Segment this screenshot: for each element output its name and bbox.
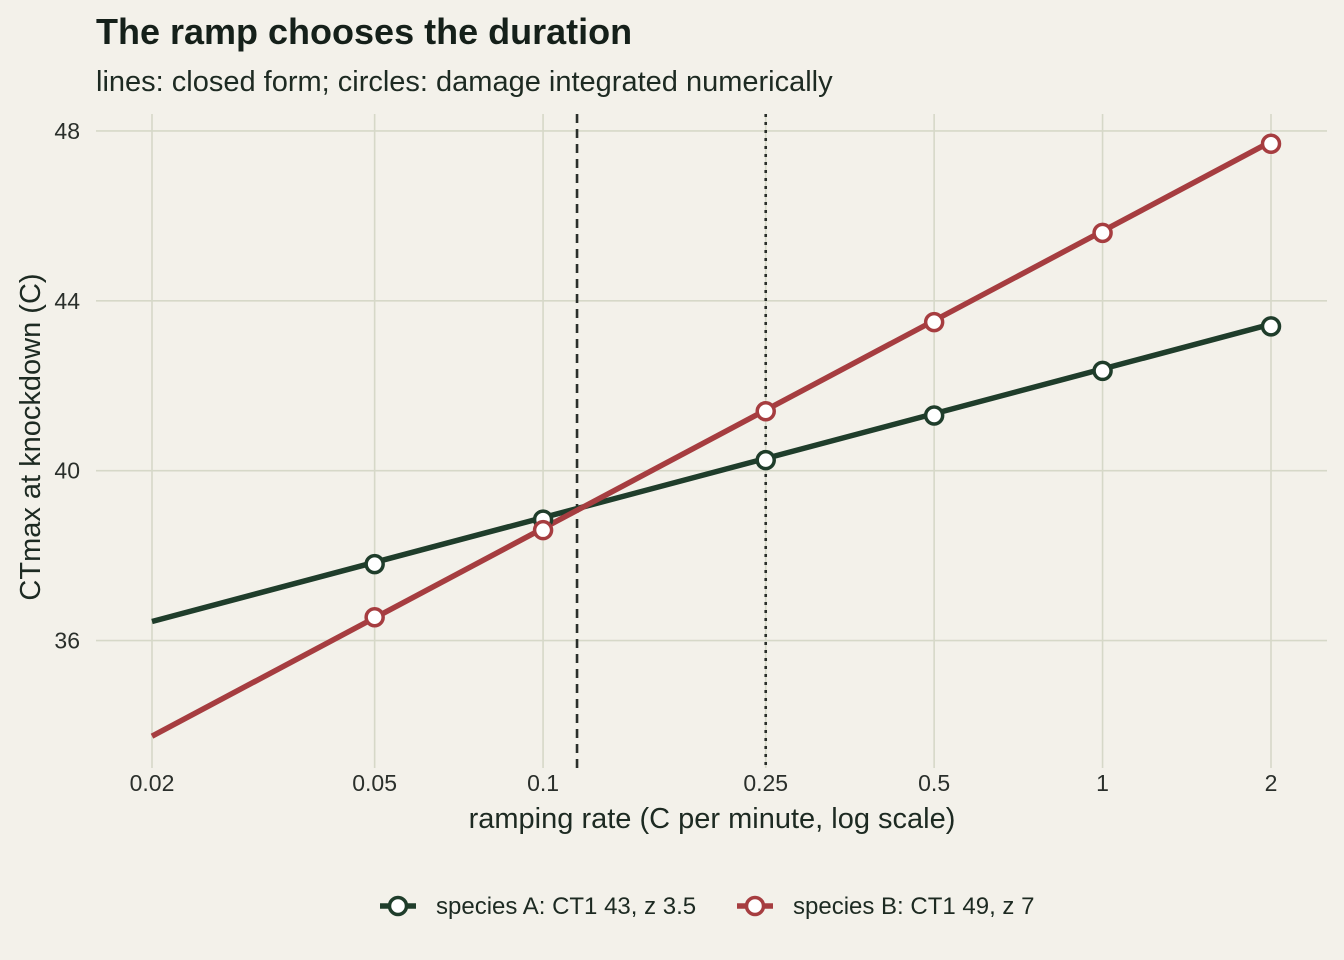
y-tick-label: 36 [54,628,80,654]
x-axis-title: ramping rate (C per minute, log scale) [469,803,956,835]
legend-key-marker-1 [387,895,409,917]
x-tick-label: 2 [1265,770,1278,796]
series-point-1 [364,553,385,575]
legend: species A: CT1 43, z 3.5 species B: CT1 4… [380,893,1034,920]
legend-key-marker-2 [744,895,766,917]
legend-label-1: species A: CT1 43, z 3.5 [436,893,696,920]
x-tick-label: 0.1 [527,770,559,796]
chart-title: The ramp chooses the duration [96,11,632,52]
y-axis-title: CTmax at knockdown (C) [15,273,47,600]
y-tick-label: 40 [54,458,80,484]
series-point-1 [1092,360,1113,382]
series-point-2 [1092,222,1113,244]
series-point-2 [1260,133,1282,154]
y-tick-label: 44 [54,288,80,314]
x-tick-label: 0.5 [918,770,950,796]
series-point-1 [1260,316,1282,337]
tick-labels: 36 40 44 48 0.02 0.05 0.1 0.25 0.5 1 2 [54,118,1277,796]
grid [96,114,1327,768]
series-point-2 [923,311,945,333]
series-point-2 [364,606,385,628]
series-line-2 [150,139,1273,739]
reference-lines [575,114,768,768]
x-tick-label: 0.02 [130,770,175,796]
x-tick-label: 1 [1096,770,1109,796]
y-tick-label: 48 [54,118,80,144]
series-point-1 [755,449,776,471]
series-point-2 [755,401,776,422]
series-point-2 [532,519,554,541]
series-layer [150,133,1282,739]
chart-subtitle: lines: closed form; circles: damage inte… [96,66,833,98]
x-tick-label: 0.25 [743,770,788,796]
series-line-1 [151,321,1272,625]
legend-label-2: species B: CT1 49, z 7 [793,893,1034,920]
x-tick-label: 0.05 [352,770,397,796]
series-point-1 [923,405,945,426]
